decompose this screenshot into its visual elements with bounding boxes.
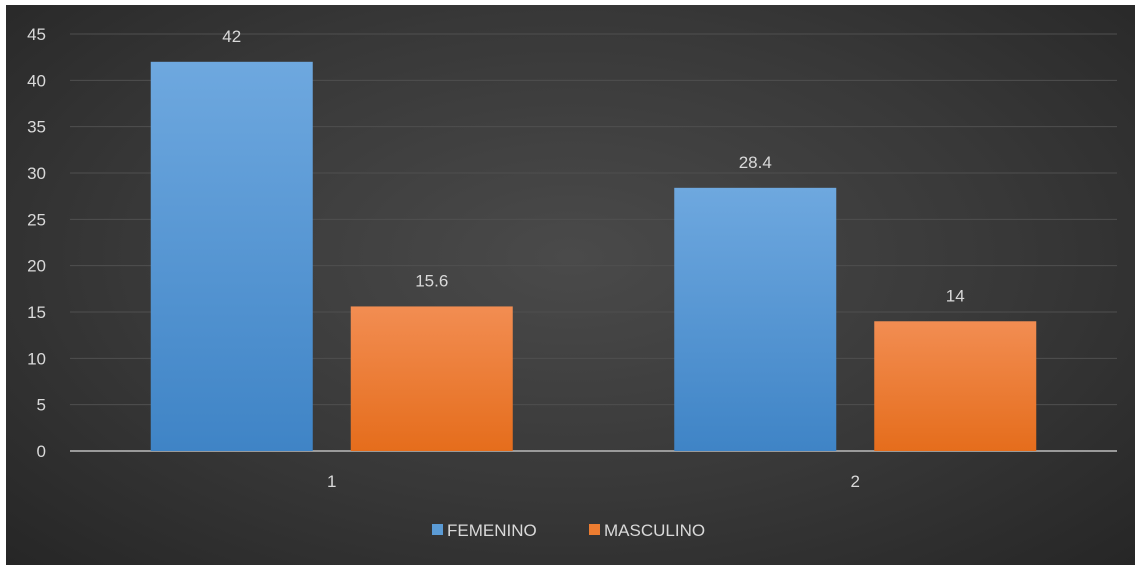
legend-swatch-femenino <box>432 524 443 535</box>
y-tick-label: 15 <box>27 303 46 322</box>
y-tick-label: 20 <box>27 257 46 276</box>
legend: FEMENINO MASCULINO <box>432 521 705 540</box>
x-tick-label: 1 <box>327 472 336 491</box>
y-tick-label: 35 <box>27 118 46 137</box>
data-label: 42 <box>222 27 241 46</box>
y-tick-label: 25 <box>27 210 46 229</box>
legend-label: MASCULINO <box>604 521 705 540</box>
data-label: 14 <box>946 286 965 305</box>
data-label: 15.6 <box>415 271 448 290</box>
y-tick-label: 10 <box>27 349 46 368</box>
y-tick-label: 0 <box>37 442 46 461</box>
data-labels: 42 15.6 28.4 14 <box>222 27 964 305</box>
x-tick-label: 2 <box>851 472 860 491</box>
y-tick-label: 40 <box>27 71 46 90</box>
bar-femenino-2 <box>674 187 837 451</box>
legend-label: FEMENINO <box>447 521 537 540</box>
data-label: 28.4 <box>739 153 772 172</box>
bars <box>150 61 1037 452</box>
y-tick-label: 45 <box>27 25 46 44</box>
bar-masculino-1 <box>350 306 513 451</box>
bar-femenino-1 <box>150 61 313 452</box>
y-axis: 0 5 10 15 20 25 30 35 40 45 <box>27 25 46 461</box>
legend-swatch-masculino <box>589 524 600 535</box>
y-tick-label: 5 <box>37 396 46 415</box>
y-tick-label: 30 <box>27 164 46 183</box>
bar-masculino-2 <box>874 321 1037 451</box>
